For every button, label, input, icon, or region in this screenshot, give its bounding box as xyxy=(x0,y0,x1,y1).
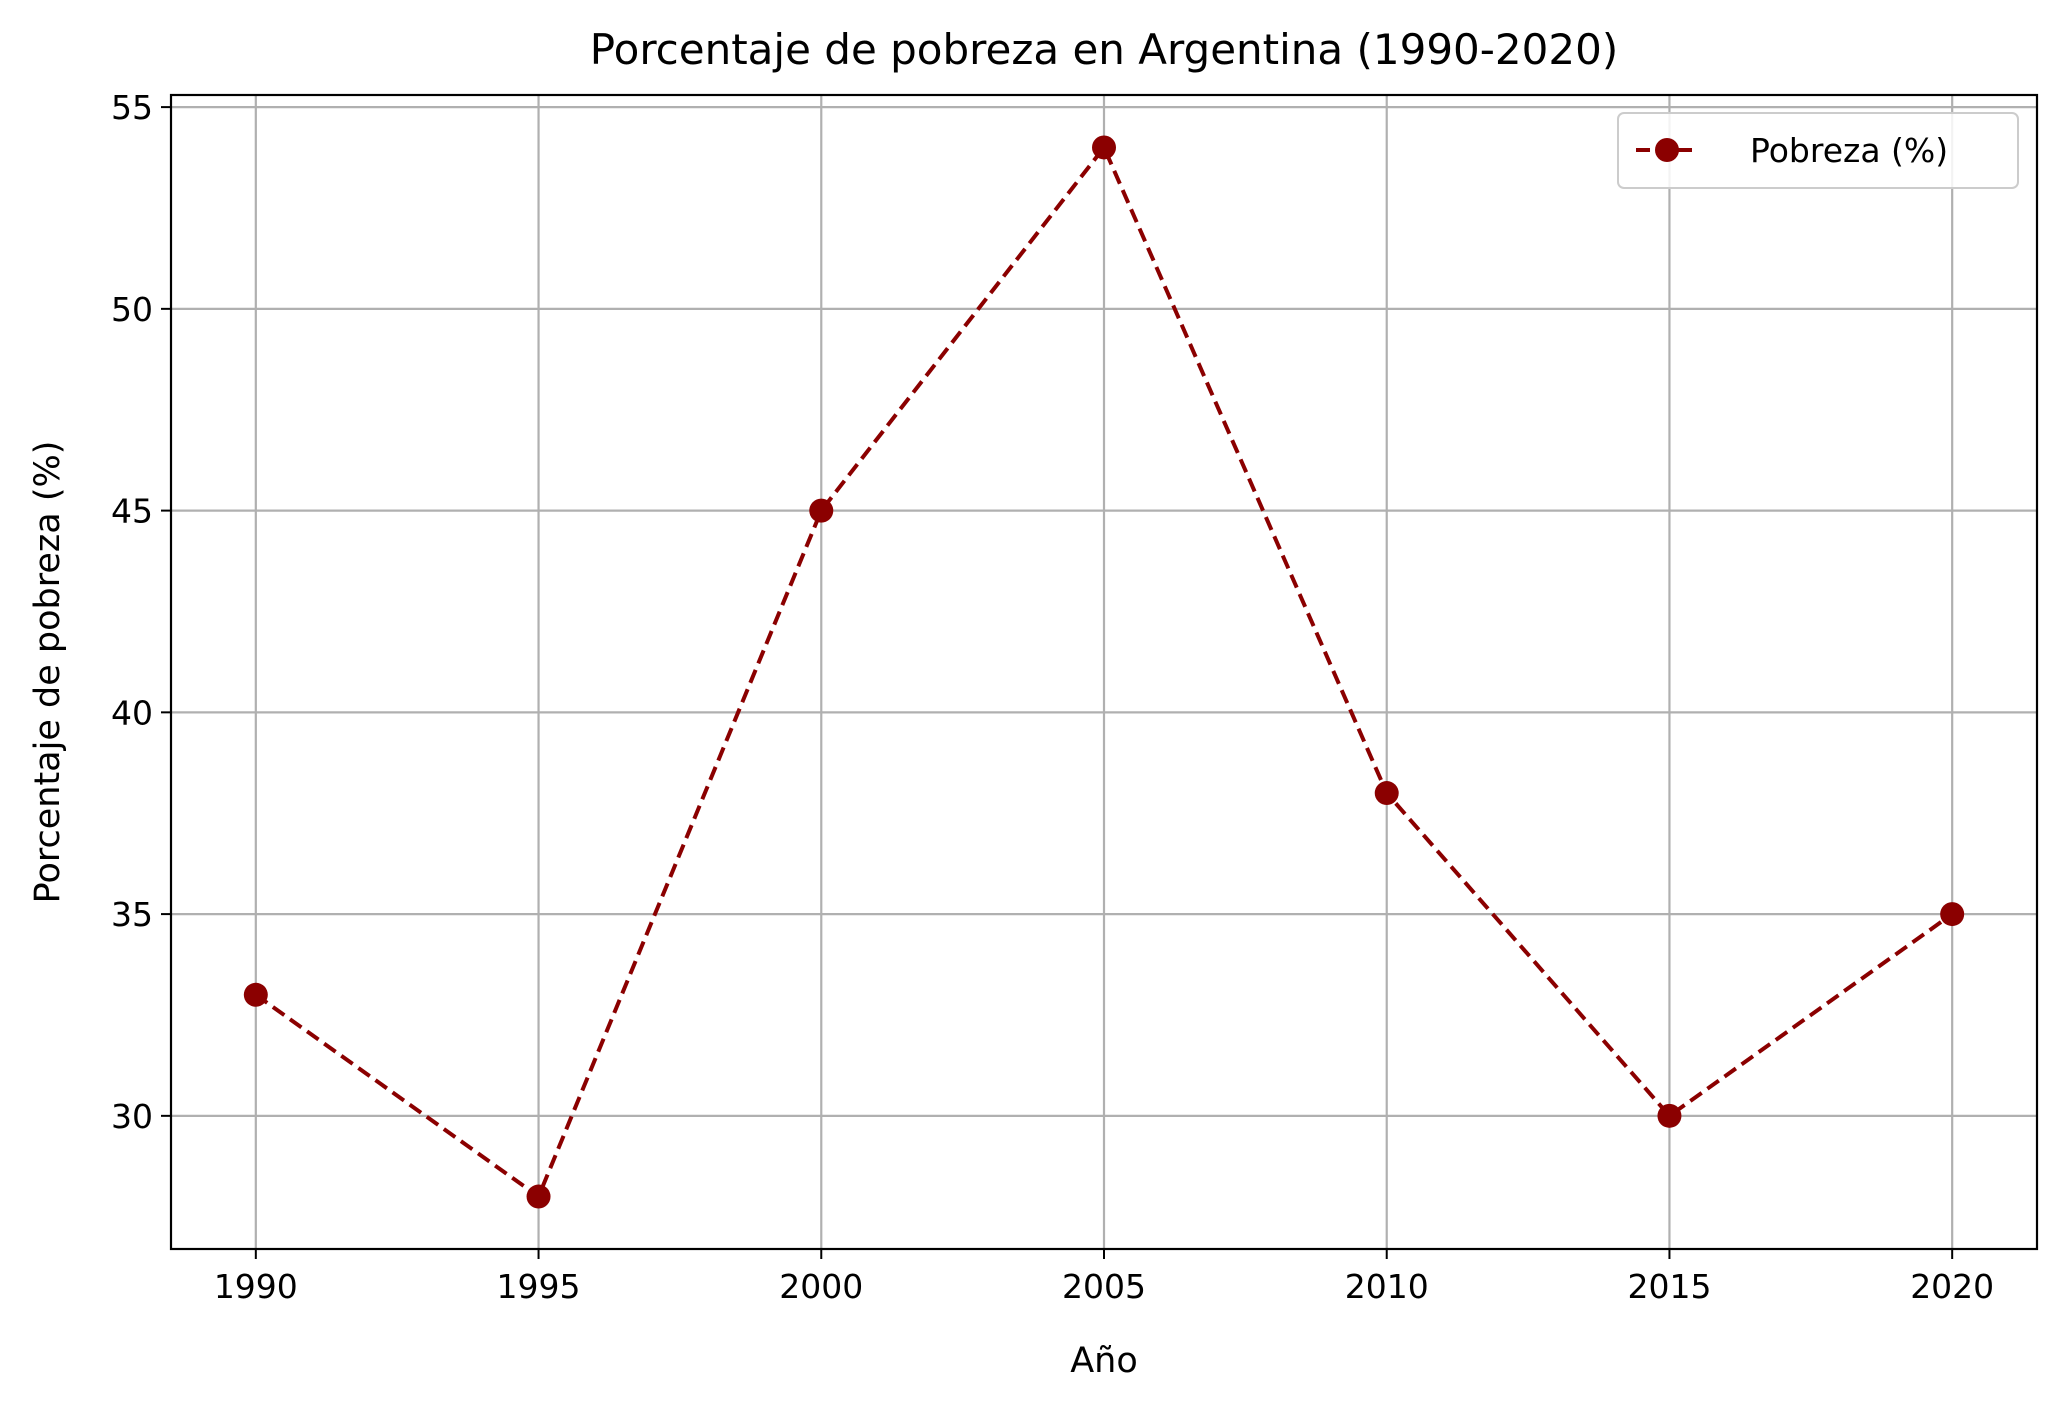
grid xyxy=(171,95,2037,1249)
data-point xyxy=(809,498,834,523)
x-axis-label: Año xyxy=(1070,1341,1138,1381)
data-point xyxy=(1374,781,1399,806)
x-tick-label: 2000 xyxy=(779,1267,863,1306)
y-tick-label: 50 xyxy=(111,290,153,329)
data-point xyxy=(1092,135,1116,160)
y-tick-label: 35 xyxy=(111,895,153,934)
y-axis-ticks: 30 35 40 45 50 55 xyxy=(111,88,171,1136)
x-tick-label: 1990 xyxy=(214,1267,298,1306)
y-tick-label: 55 xyxy=(111,88,153,127)
legend-marker-swatch xyxy=(1655,138,1679,162)
y-tick-label: 45 xyxy=(111,492,153,531)
y-axis-label: Porcentaje de pobreza (%) xyxy=(28,441,68,904)
data-point xyxy=(526,1184,551,1209)
x-tick-label: 2020 xyxy=(1910,1267,1994,1306)
plot-frame xyxy=(169,93,2039,1251)
y-tick-label: 40 xyxy=(111,693,153,732)
legend-label: Pobreza (%) xyxy=(1750,131,1948,170)
data-point xyxy=(1657,1103,1682,1128)
series-layer xyxy=(243,135,1965,1209)
legend: Pobreza (%) xyxy=(1617,112,2019,189)
data-point xyxy=(1940,902,1965,927)
x-tick-label: 2015 xyxy=(1627,1267,1711,1306)
data-point xyxy=(243,982,268,1007)
legend-box xyxy=(1617,112,2019,189)
x-tick-label: 2005 xyxy=(1062,1267,1146,1306)
y-tick-label: 30 xyxy=(111,1097,153,1136)
chart-title: Porcentaje de pobreza en Argentina (1990… xyxy=(590,25,1618,74)
x-tick-label: 1995 xyxy=(497,1267,581,1306)
x-tick-label: 2010 xyxy=(1345,1267,1429,1306)
x-axis-ticks: 1990 1995 2000 2005 2010 2015 2020 xyxy=(214,1249,1994,1306)
